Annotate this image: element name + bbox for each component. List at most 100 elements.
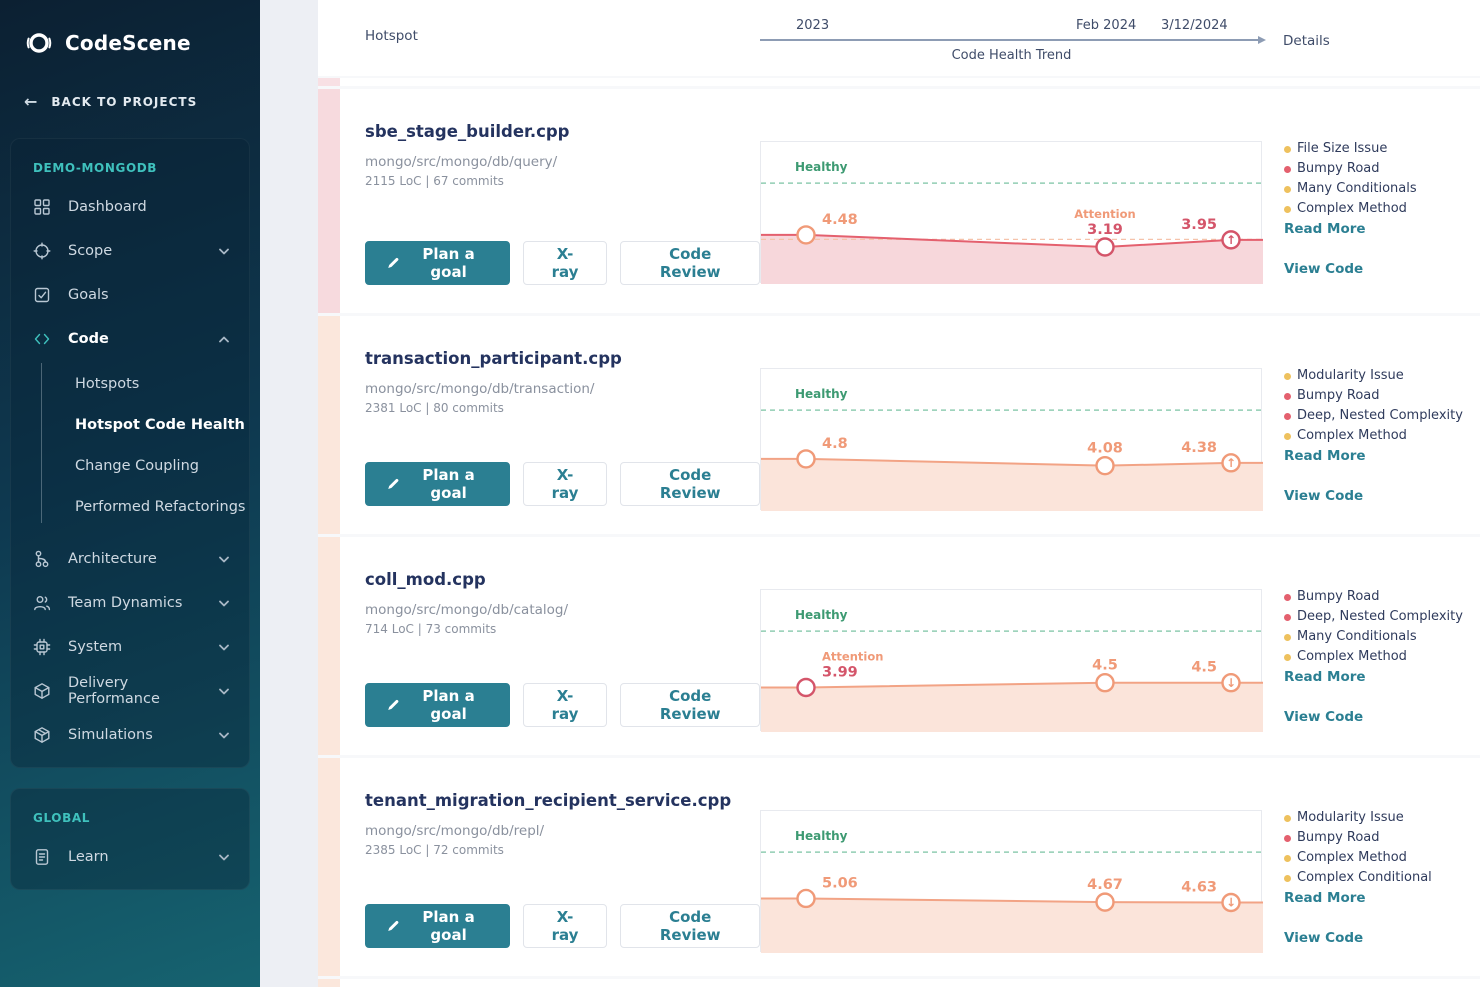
code-review-button[interactable]: Code Review <box>620 462 760 506</box>
hotspot-info: coll_mod.cpp mongo/src/mongo/db/catalog/… <box>340 537 760 755</box>
view-code-link[interactable]: View Code <box>1284 709 1364 725</box>
chevron-down-icon <box>219 644 229 651</box>
x-ray-button[interactable]: X-ray <box>522 241 608 285</box>
issue-label: Complex Method <box>1297 850 1407 865</box>
sidebar-item-delivery-performance[interactable]: Delivery Performance <box>11 669 249 713</box>
sidebar-subitem-change-coupling[interactable]: Change Coupling <box>75 457 199 474</box>
code-health-trend-chart[interactable]: Healthy 5.06 4.67 ↓ 4.63 <box>760 810 1263 953</box>
sidebar-item-goals[interactable]: Goals <box>11 273 249 317</box>
read-more-link[interactable]: Read More <box>1284 448 1366 464</box>
sidebar-item-label: Team Dynamics <box>68 595 183 611</box>
view-code-link[interactable]: View Code <box>1284 930 1364 946</box>
back-to-projects-link[interactable]: ← BACK TO PROJECTS <box>0 82 260 138</box>
code-health-trend-chart[interactable]: Healthy 4.48 3.19 Attention ↑ 3.95 <box>760 141 1263 284</box>
sidebar-item-team-dynamics[interactable]: Team Dynamics <box>11 581 249 625</box>
svg-text:↑: ↑ <box>1226 456 1236 470</box>
read-more-link[interactable]: Read More <box>1284 669 1366 685</box>
severity-stripe <box>318 758 340 976</box>
sidebar-item-system[interactable]: System <box>11 625 249 669</box>
severity-stripe <box>318 78 340 86</box>
list-header: Hotspot 2023 Feb 2024 3/12/2024 Code Hea… <box>318 0 1480 76</box>
issue-item: Deep, Nested Complexity <box>1284 607 1480 627</box>
code-review-button[interactable]: Code Review <box>620 904 760 948</box>
details-column: File Size Issue Bumpy Road Many Conditiona… <box>1284 89 1480 313</box>
file-name[interactable]: transaction_participant.cpp <box>365 349 622 368</box>
chevron-down-icon <box>219 600 229 607</box>
plan-a-goal-label: Plan a goal <box>422 245 475 281</box>
svg-text:Healthy: Healthy <box>795 160 848 174</box>
code-health-trend-chart[interactable]: Healthy 3.99 Attention 4.5 ↓ 4.5 <box>760 589 1263 732</box>
issue-label: Many Conditionals <box>1297 629 1417 644</box>
view-code-link[interactable]: View Code <box>1284 261 1364 277</box>
view-code-link[interactable]: View Code <box>1284 488 1364 504</box>
action-buttons: Plan a goal X-ray Code Review <box>365 241 760 285</box>
svg-text:↑: ↑ <box>1226 233 1236 247</box>
plan-a-goal-button[interactable]: Plan a goal <box>365 462 510 506</box>
issue-severity-dot <box>1284 593 1291 601</box>
severity-stripe <box>318 979 340 987</box>
sidebar-subitem-hotspots[interactable]: Hotspots <box>75 375 140 392</box>
sidebar-item-scope[interactable]: Scope <box>11 229 249 273</box>
plan-a-goal-button[interactable]: Plan a goal <box>365 241 510 285</box>
read-more-link[interactable]: Read More <box>1284 221 1366 237</box>
code-review-label: Code Review <box>659 687 721 723</box>
sidebar-item-learn[interactable]: Learn <box>11 835 249 879</box>
issue-label: Modularity Issue <box>1297 368 1404 383</box>
svg-text:4.48: 4.48 <box>822 212 858 228</box>
svg-text:4.5: 4.5 <box>1092 658 1118 674</box>
sidebar-item-label: Goals <box>68 287 109 303</box>
issue-label: Many Conditionals <box>1297 181 1417 196</box>
global-nav-panel: GLOBAL Learn <box>10 788 250 890</box>
file-path: mongo/src/mongo/db/repl/ <box>365 823 545 839</box>
plan-a-goal-button[interactable]: Plan a goal <box>365 683 510 727</box>
timeline-mid-label: Feb 2024 <box>1076 18 1137 33</box>
code-review-button[interactable]: Code Review <box>620 683 760 727</box>
issue-severity-dot <box>1284 874 1291 882</box>
issue-severity-dot <box>1284 372 1291 380</box>
plan-a-goal-label: Plan a goal <box>422 687 475 723</box>
sidebar-subitem-hotspot-code-health[interactable]: Hotspot Code Health <box>75 416 245 433</box>
logo-text: CodeScene <box>65 31 191 55</box>
issue-item: Complex Conditional <box>1284 868 1480 888</box>
code-review-button[interactable]: Code Review <box>620 241 760 285</box>
project-nav-panel: DEMO-MONGODB Dashboard Scope Goals Code Hots… <box>10 138 250 768</box>
code-health-trend-label: Code Health Trend <box>951 48 1072 63</box>
issue-severity-dot <box>1284 633 1291 641</box>
issue-item: Complex Method <box>1284 426 1480 446</box>
code-health-trend-chart[interactable]: Healthy 4.8 4.08 ↑ 4.38 <box>760 368 1263 511</box>
plan-a-goal-button[interactable]: Plan a goal <box>365 904 510 948</box>
sidebar-item-simulations[interactable]: Simulations <box>11 713 249 757</box>
issue-severity-dot <box>1284 613 1291 621</box>
svg-text:4.63: 4.63 <box>1181 880 1217 896</box>
sidebar-item-architecture[interactable]: Architecture <box>11 537 249 581</box>
issue-label: Complex Method <box>1297 428 1407 443</box>
x-ray-button[interactable]: X-ray <box>522 683 608 727</box>
sidebar-item-code[interactable]: Code <box>11 317 249 361</box>
issue-item: Modularity Issue <box>1284 808 1480 828</box>
sidebar-item-dashboard[interactable]: Dashboard <box>11 185 249 229</box>
severity-stripe <box>318 537 340 755</box>
issue-item: File Size Issue <box>1284 139 1480 159</box>
sidebar-item-label: Delivery Performance <box>68 675 160 707</box>
issue-severity-dot <box>1284 145 1291 153</box>
trend-chart-svg: Healthy 5.06 4.67 ↓ 4.63 <box>761 829 1263 953</box>
file-name[interactable]: coll_mod.cpp <box>365 570 486 589</box>
read-more-link[interactable]: Read More <box>1284 890 1366 906</box>
action-buttons: Plan a goal X-ray Code Review <box>365 683 760 727</box>
hotspot-list[interactable]: sbe_stage_builder.cpp mongo/src/mongo/db… <box>318 89 1480 976</box>
simulations-icon <box>33 726 51 744</box>
sidebar-item-label: Simulations <box>68 727 153 743</box>
file-name[interactable]: sbe_stage_builder.cpp <box>365 122 570 141</box>
issue-severity-dot <box>1284 392 1291 400</box>
file-name[interactable]: tenant_migration_recipient_service.cpp <box>365 791 732 810</box>
chevron-down-icon <box>219 248 229 255</box>
sidebar-subitem-performed-refactorings[interactable]: Performed Refactorings <box>75 498 246 515</box>
issue-label: Modularity Issue <box>1297 810 1404 825</box>
chart-zone: Healthy 5.06 4.67 ↓ 4.63 <box>760 810 1263 976</box>
x-ray-button[interactable]: X-ray <box>522 904 608 948</box>
x-ray-label: X-ray <box>551 466 579 502</box>
x-ray-button[interactable]: X-ray <box>522 462 608 506</box>
severity-stripe <box>318 316 340 534</box>
issue-item: Many Conditionals <box>1284 627 1480 647</box>
clipped-row-top <box>318 78 1480 86</box>
